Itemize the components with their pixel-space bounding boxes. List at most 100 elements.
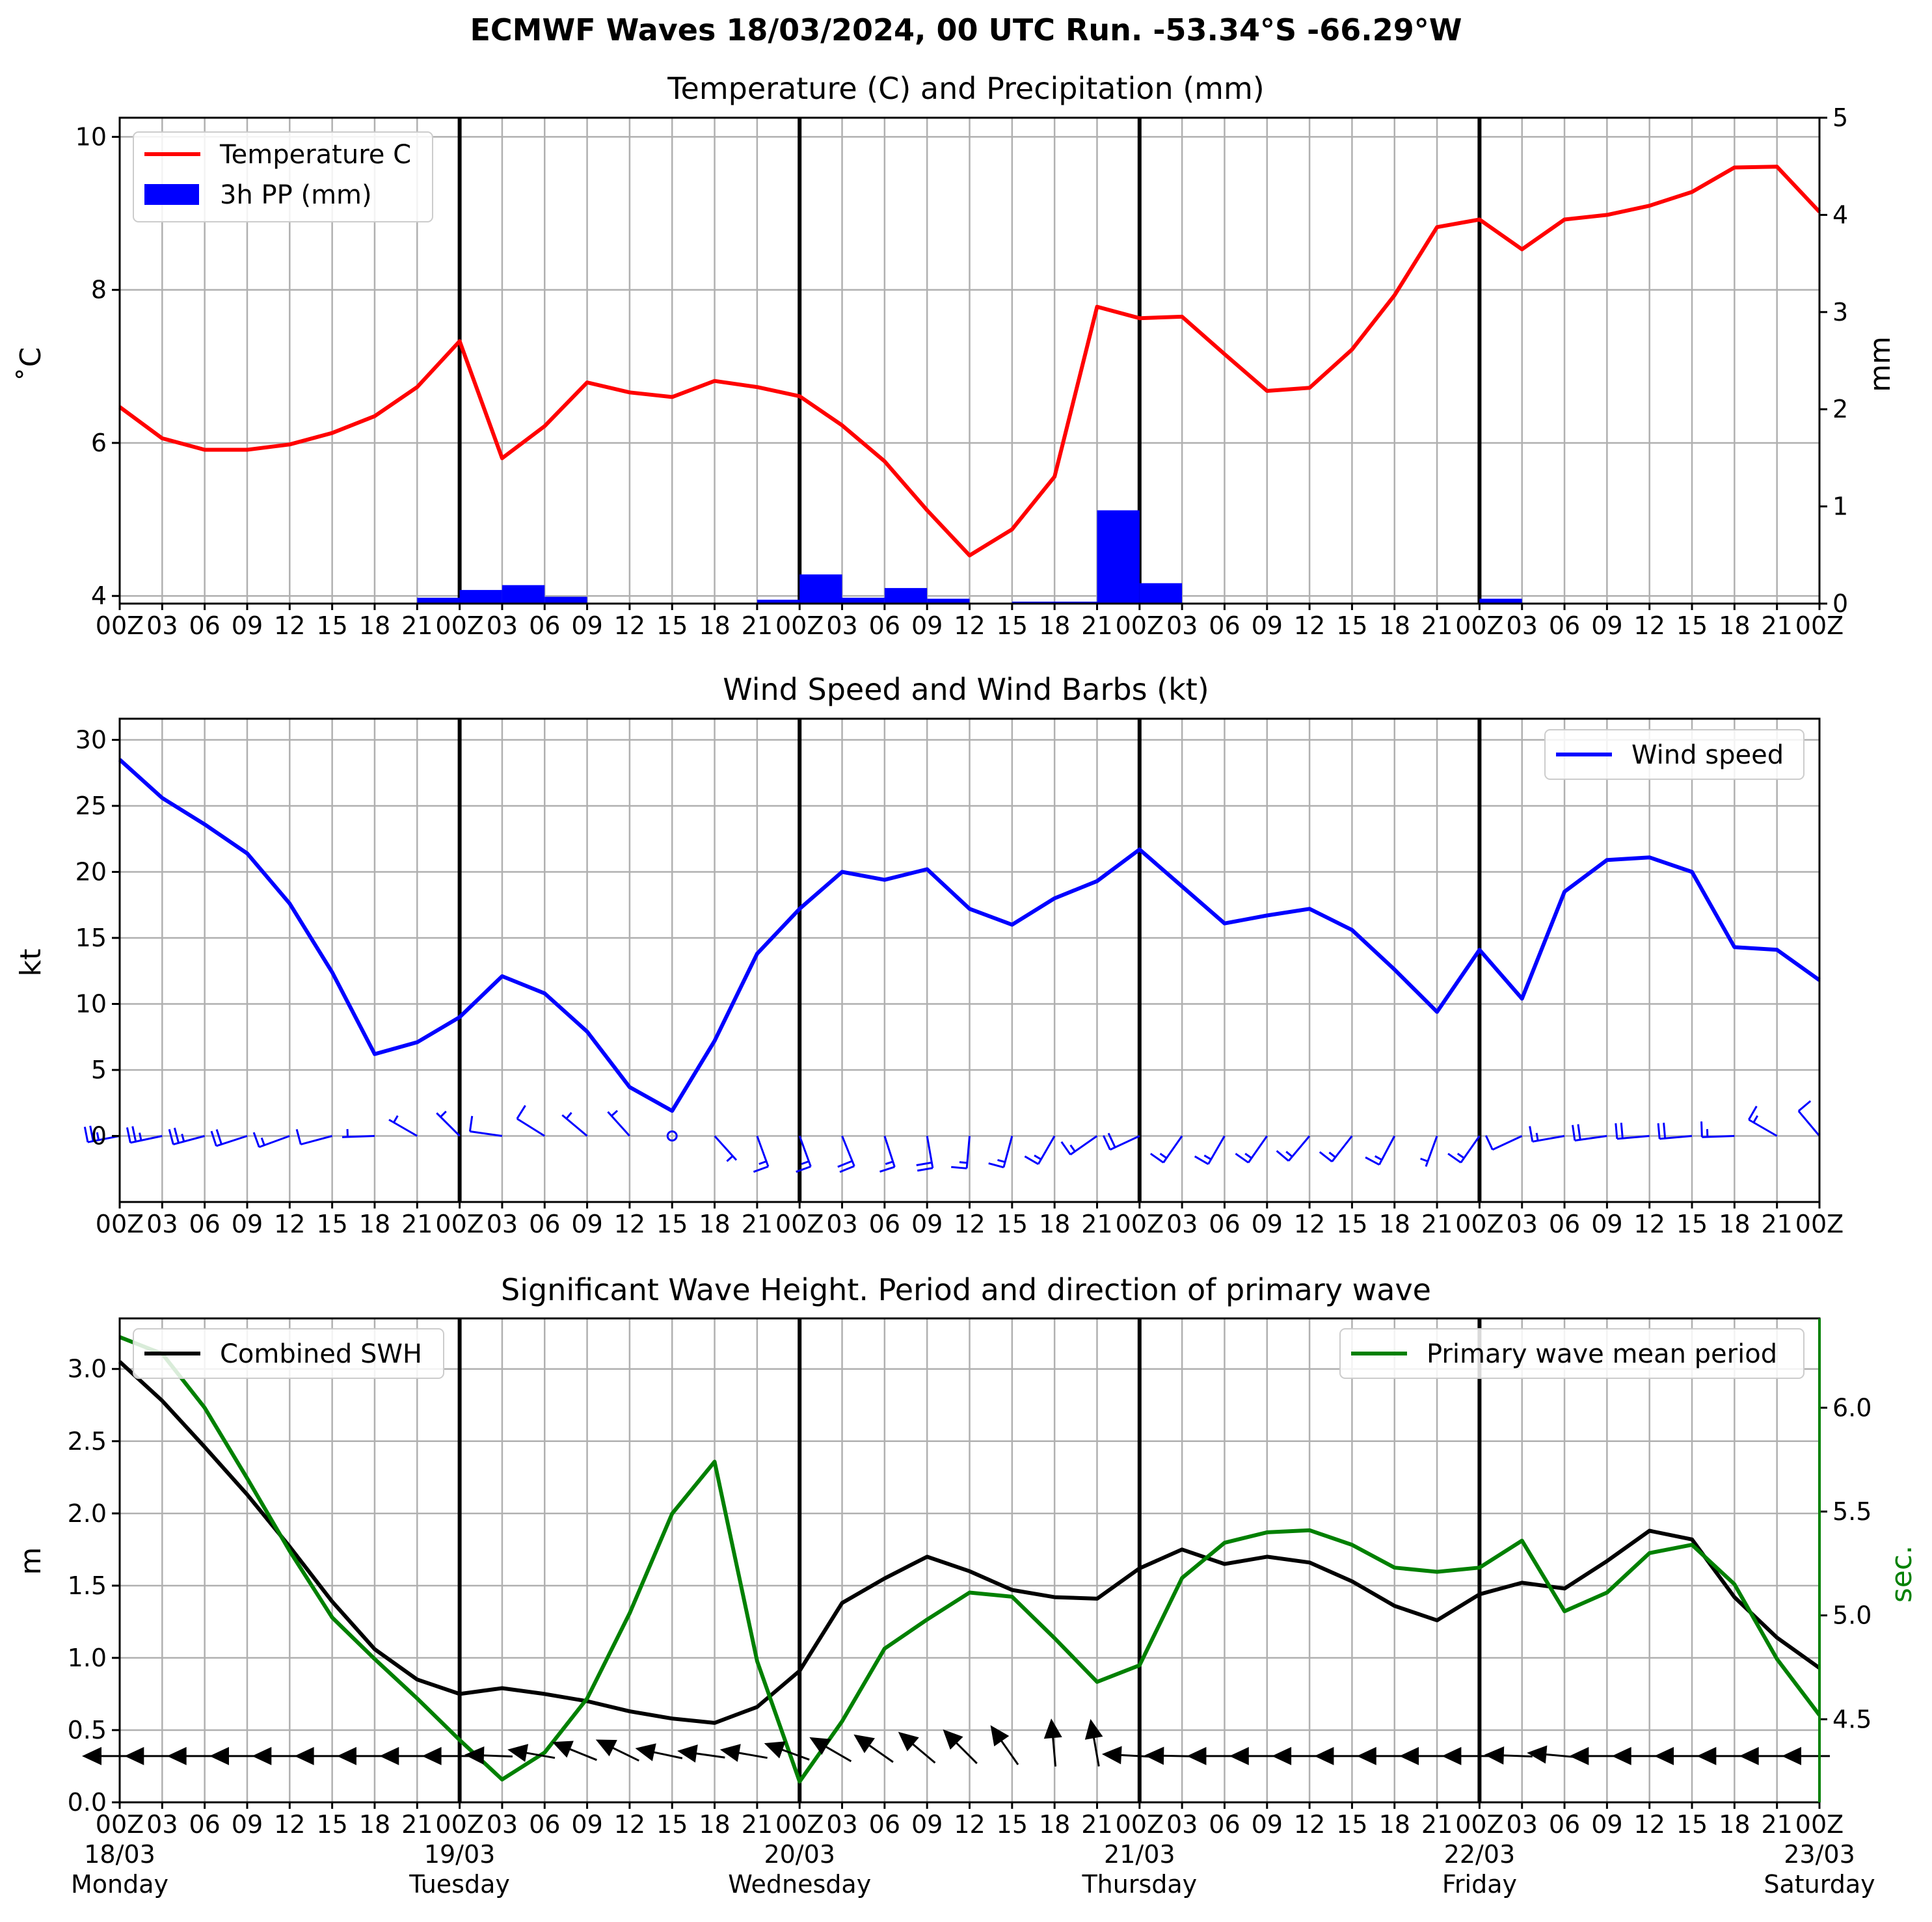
precip-bar: [884, 588, 928, 604]
wave-direction-arrow: [1654, 1746, 1703, 1765]
wind-barb-feather: [173, 1127, 180, 1143]
x-tick-label: 09: [1591, 1810, 1622, 1839]
x-tick-label: 21: [742, 1210, 773, 1238]
wave-arrow-head: [209, 1746, 229, 1765]
wave-arrow-head: [464, 1746, 485, 1765]
wave-arrow-head: [1314, 1746, 1334, 1765]
temperature-precip-panel: Temperature (C) and Precipitation (mm) ˚…: [14, 71, 1897, 640]
legend-label-period: Primary wave mean period: [1427, 1339, 1777, 1369]
y2-tick-label: 3: [1832, 298, 1848, 327]
wind-barb-feather: [611, 1110, 619, 1117]
wave-arrow-shaft: [734, 1751, 768, 1759]
x-date-label: 23/03: [1784, 1840, 1855, 1869]
wind-barb-feather: [1285, 1151, 1293, 1158]
x-tick-label: 12: [274, 1210, 305, 1238]
wave-arrow-shaft: [1051, 1732, 1057, 1767]
y-tick-label: 3.0: [68, 1355, 107, 1383]
x-tick-label: 03: [146, 611, 178, 640]
wind-barb: [1149, 1135, 1183, 1164]
wave-arrow-shaft: [691, 1752, 725, 1759]
wave-arrow-head: [809, 1737, 831, 1755]
y-tick-label: 20: [75, 857, 107, 886]
wind-barb-shaft: [1702, 1134, 1735, 1138]
wind-barb-feather: [796, 1166, 811, 1173]
wave-direction-arrow: [422, 1746, 470, 1765]
legend-box: [1544, 729, 1805, 780]
x-tick-label: 12: [1294, 1810, 1325, 1839]
wind-barb-shaft: [1109, 1135, 1140, 1151]
wave-direction-arrow: [635, 1743, 683, 1761]
wind-barb-feather: [1159, 1153, 1168, 1159]
wind-barb-feather: [1235, 1153, 1249, 1164]
wind-barb-feather: [1365, 1156, 1380, 1166]
wave-direction-arrow: [464, 1746, 513, 1765]
x-tick-label: 00Z: [775, 1210, 824, 1238]
precip-bar: [842, 598, 885, 604]
wave-direction-arrow: [990, 1725, 1019, 1765]
wave-arrow-shaft: [908, 1740, 936, 1764]
wind-barb-shaft: [215, 1135, 248, 1147]
wind-barb-feather: [1577, 1124, 1581, 1140]
x-tick-label: 15: [1336, 1210, 1367, 1238]
x-tick-label: 06: [529, 1810, 560, 1839]
x-tick-label: 03: [1166, 1810, 1198, 1839]
wind-barb-feather: [758, 1160, 767, 1166]
y-tick-label: 4: [91, 581, 107, 610]
wind-barb-feather: [1060, 1141, 1071, 1156]
wind-barb: [210, 1129, 248, 1147]
wave-direction-arrow: [898, 1731, 936, 1764]
x-tick-label: 03: [1166, 611, 1198, 640]
x-tick-label: 21: [1081, 611, 1112, 640]
wave-arrow-head: [677, 1744, 698, 1763]
wind-speed-line: [118, 758, 1821, 1113]
legend-box: [133, 1328, 444, 1379]
wave-arrow-head: [1484, 1746, 1505, 1765]
wind-barb: [83, 1125, 120, 1143]
precip-bar: [1479, 598, 1522, 604]
x-tick-label: 18: [1039, 1210, 1070, 1238]
wind-barb: [951, 1136, 971, 1169]
wave-arrow-head: [1101, 1746, 1122, 1765]
x-tick-label: 03: [1166, 1210, 1198, 1238]
wind-barb-feather: [1535, 1132, 1539, 1141]
x-tick-label: 15: [1336, 1810, 1367, 1839]
wind-barb: [126, 1126, 163, 1144]
x-tick-label: 09: [911, 1210, 943, 1238]
temperature-c-line: [118, 165, 1821, 557]
wave-direction-arrow: [1229, 1746, 1278, 1765]
legend-label-temperature: Temperature C: [219, 140, 411, 170]
wind-barb-calm-circle: [666, 1130, 678, 1141]
wave-direction-arrow: [1611, 1746, 1660, 1765]
wind-barb-feather: [1203, 1155, 1212, 1160]
x-tick-label: 09: [571, 1810, 602, 1839]
x-tick-label: 06: [189, 1810, 220, 1839]
x-tick-label: 06: [1209, 1210, 1240, 1238]
wave-direction-arrow: [1144, 1746, 1193, 1765]
wave-direction-arrow: [1782, 1746, 1830, 1765]
y2-tick-label: 1: [1832, 492, 1848, 521]
wave-direction-arrow: [1484, 1746, 1533, 1765]
x-tick-label: 12: [954, 611, 985, 640]
wind-barb: [1447, 1135, 1481, 1164]
wave-arrow-head: [1356, 1746, 1376, 1765]
wave-arrow-head: [1144, 1746, 1164, 1765]
x-tick-label: 21: [401, 1210, 433, 1238]
wind-barb-feather: [1194, 1155, 1209, 1166]
wind-barb-feather: [1244, 1153, 1252, 1159]
x-tick-label: 06: [1209, 611, 1240, 640]
x-tick-label: 03: [826, 1210, 857, 1238]
wind-barb: [1748, 1105, 1778, 1137]
wind-barb-feather: [951, 1166, 967, 1169]
y2-tick-label: 5.5: [1832, 1497, 1872, 1526]
y-tick-label: 2.5: [68, 1427, 107, 1456]
wind-barb: [1102, 1132, 1140, 1151]
wind-barb-feather: [1797, 1100, 1812, 1112]
wave-direction-arrow: [943, 1729, 978, 1765]
wind-barb-feather: [168, 1128, 174, 1145]
x-tick-label: 00Z: [1795, 1810, 1844, 1839]
x-tick-label: 15: [997, 1810, 1028, 1839]
wave-arrow-shaft: [1116, 1754, 1150, 1758]
wave-direction-arrow: [1272, 1746, 1321, 1765]
x-tick-label: 18: [1379, 1210, 1410, 1238]
wind-panel: Wind Speed and Wind Barbs (kt) kt 0 5 10 15…: [14, 672, 1844, 1238]
